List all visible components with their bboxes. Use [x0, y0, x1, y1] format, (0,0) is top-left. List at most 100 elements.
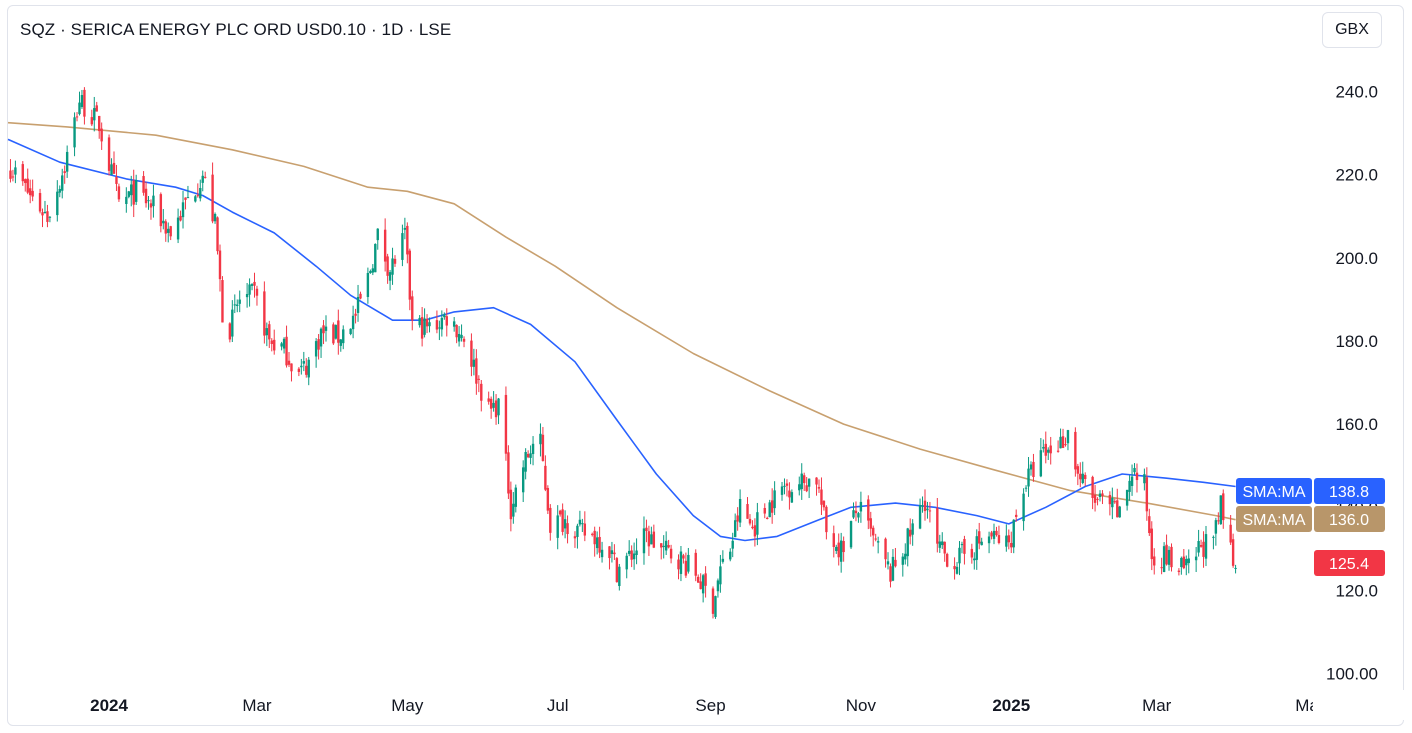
candle-down	[494, 394, 498, 425]
candle-body	[428, 322, 431, 327]
candle-up	[457, 326, 461, 347]
candle-body	[645, 527, 648, 532]
candle-body	[1024, 487, 1028, 489]
candle-body	[990, 532, 993, 537]
candle-down	[561, 503, 564, 536]
candle-up	[938, 534, 941, 553]
candle-down	[475, 349, 478, 395]
candle-up	[531, 436, 535, 466]
candle-up	[213, 212, 217, 224]
candle-body	[322, 325, 325, 334]
candle-body	[339, 339, 342, 346]
candle-down	[504, 386, 508, 461]
candle-body	[842, 541, 845, 553]
candle-up	[1081, 461, 1084, 485]
candle-up	[162, 208, 165, 230]
candle-body	[987, 536, 991, 544]
candle-body	[95, 105, 98, 112]
candle-up	[926, 501, 929, 519]
candle-body	[514, 487, 517, 507]
price-badges: SMA:MA 138.8 SMA:MA 136.0 125.4	[1236, 478, 1385, 576]
candle-body	[837, 542, 840, 558]
candle-body	[909, 529, 912, 537]
candle-down	[41, 208, 44, 228]
candle-up	[366, 267, 370, 304]
candle-up	[738, 489, 742, 528]
candle-body	[186, 197, 190, 199]
candle-body	[635, 550, 638, 555]
y-tick-label: 180.0	[1335, 332, 1378, 351]
candle-body	[926, 508, 929, 511]
candle-up	[664, 531, 668, 555]
sma-badge-value: 136.0	[1329, 512, 1369, 529]
candle-body	[125, 196, 128, 204]
candle-up	[662, 535, 665, 559]
candle-down	[842, 536, 845, 562]
candle-down	[211, 162, 214, 224]
candle-down	[1182, 549, 1186, 570]
candle-body	[928, 510, 932, 512]
candle-body	[196, 195, 200, 197]
candle-body	[194, 196, 197, 202]
candle-down	[1056, 440, 1060, 453]
candle-body	[1217, 520, 1220, 522]
candle-up	[1042, 439, 1045, 453]
candle-body	[1007, 535, 1011, 543]
candle-up	[835, 544, 838, 554]
candle-up	[472, 348, 476, 376]
candle-down	[936, 497, 939, 553]
candle-body	[21, 164, 24, 182]
candle-down	[608, 546, 611, 570]
candle-up	[376, 228, 379, 250]
candle-up	[729, 548, 732, 562]
candle-body	[835, 546, 838, 551]
candle-body	[901, 556, 905, 565]
candle-down	[647, 525, 651, 556]
y-tick-label: 100.00	[1326, 665, 1378, 684]
candle-up	[625, 552, 628, 579]
candle-down	[593, 526, 596, 557]
candle-body	[1125, 489, 1129, 506]
candle-body	[213, 213, 217, 222]
candle-up	[911, 519, 914, 546]
candle-down	[1116, 488, 1119, 518]
candle-up	[941, 532, 944, 550]
candle-down	[591, 532, 594, 537]
sma-badge-value-bg	[1314, 478, 1385, 504]
sma-badge: SMA:MA 138.8	[1236, 478, 1385, 504]
candle-up	[635, 538, 638, 565]
candle-body	[497, 398, 500, 416]
candle-body	[273, 339, 276, 351]
candle-body	[435, 320, 439, 330]
candle-up	[401, 224, 404, 267]
candle-body	[1214, 520, 1218, 534]
candle-down	[753, 518, 757, 547]
candle-up	[231, 300, 234, 343]
candle-body	[625, 555, 628, 570]
candle-down	[445, 308, 448, 337]
candle-body	[1170, 546, 1173, 568]
candle-down	[1229, 514, 1232, 545]
candle-body	[1022, 493, 1025, 522]
candle-up	[955, 561, 959, 575]
candle-down	[854, 501, 858, 522]
candle-down	[1202, 531, 1205, 568]
candle-body	[411, 296, 414, 321]
candle-down	[711, 586, 715, 619]
x-axis[interactable]: 2024 Mar May Jul Sep Nov 2025 Mar Ma	[90, 690, 1412, 720]
currency-button[interactable]: GBX	[1322, 12, 1382, 48]
candle-body	[270, 340, 273, 345]
candle-body	[374, 243, 377, 273]
candle-body	[1029, 464, 1033, 470]
candle-up	[423, 308, 426, 338]
candle-body	[558, 510, 562, 515]
y-axis[interactable]: 100.00120.0140.0160.0180.0200.0220.0240.…	[1326, 83, 1378, 684]
candle-down	[204, 171, 207, 179]
candle-down	[435, 310, 439, 334]
candle-body	[669, 548, 673, 559]
candle-body	[995, 530, 998, 536]
candle-body	[1202, 541, 1205, 557]
candle-up	[650, 526, 653, 545]
candle-up	[773, 481, 776, 516]
